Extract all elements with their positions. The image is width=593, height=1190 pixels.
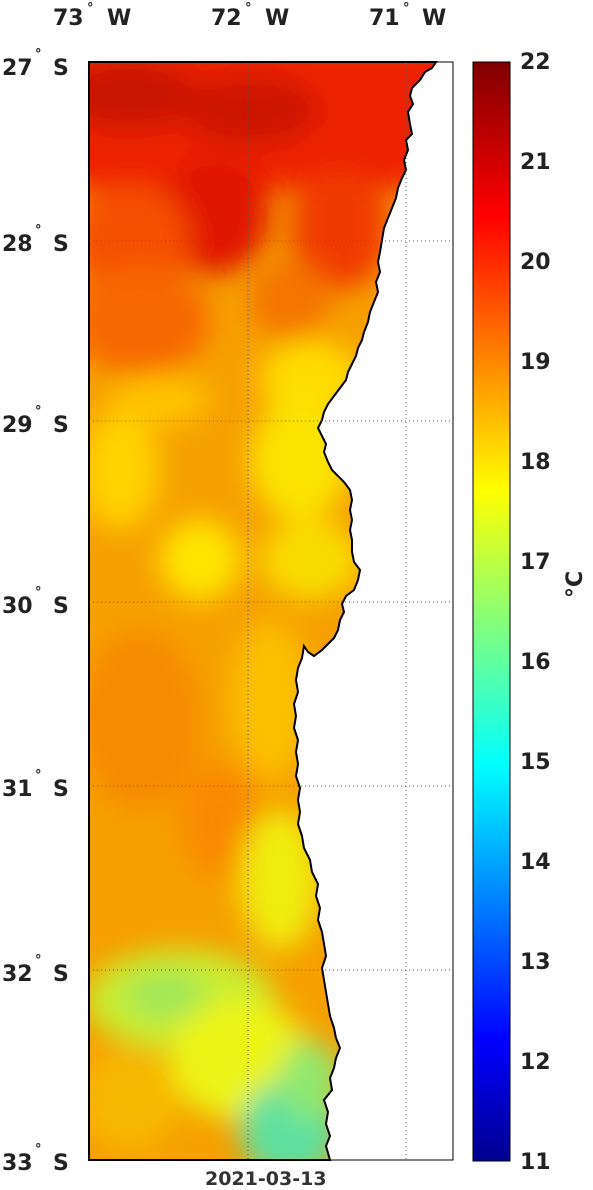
colorbar-tick-19: 19 <box>520 350 551 375</box>
plot-frame <box>88 61 454 1161</box>
lon-label-73w: 73 <box>53 6 84 31</box>
colorbar-tick-14: 14 <box>520 850 551 875</box>
lat-label-31s: 31 <box>2 777 33 802</box>
lat-degree-29s: ° <box>35 404 42 419</box>
lat-degree-33s: ° <box>35 1142 42 1157</box>
lat-dir-33s: S <box>53 1151 69 1176</box>
lat-degree-30s: ° <box>35 585 42 600</box>
colorbar <box>472 61 511 1162</box>
lon-dir-71w: W <box>422 6 447 31</box>
lat-label-28s: 28 <box>2 232 33 257</box>
lat-dir-31s: S <box>53 777 69 802</box>
colorbar-tick-20: 20 <box>520 250 551 275</box>
lat-label-27s: 27 <box>2 56 33 81</box>
colorbar-unit-label: °C <box>563 570 588 598</box>
colorbar-tick-11: 11 <box>520 1150 551 1175</box>
lon-degree-73w: ° <box>87 1 94 16</box>
colorbar-tick-13: 13 <box>520 950 551 975</box>
lat-dir-32s: S <box>53 962 69 987</box>
lon-dir-72w: W <box>265 6 290 31</box>
lat-degree-27s: ° <box>35 47 42 62</box>
lat-label-29s: 29 <box>2 413 33 438</box>
lat-label-30s: 30 <box>2 594 33 619</box>
colorbar-tick-22: 22 <box>520 50 551 75</box>
lat-label-33s: 33 <box>2 1151 33 1176</box>
lon-label-71w: 71 <box>369 6 400 31</box>
colorbar-tick-12: 12 <box>520 1050 551 1075</box>
colorbar-tick-18: 18 <box>520 450 551 475</box>
colorbar-tick-16: 16 <box>520 650 551 675</box>
lon-degree-71w: ° <box>403 1 410 16</box>
colorbar-tick-21: 21 <box>520 150 551 175</box>
lat-degree-32s: ° <box>35 953 42 968</box>
lat-label-32s: 32 <box>2 962 33 987</box>
lat-dir-28s: S <box>53 232 69 257</box>
lon-degree-72w: ° <box>245 1 252 16</box>
lat-dir-29s: S <box>53 413 69 438</box>
lat-degree-28s: ° <box>35 223 42 238</box>
date-label: 2021-03-13 <box>205 1168 327 1190</box>
colorbar-tick-17: 17 <box>520 550 551 575</box>
lat-dir-30s: S <box>53 594 69 619</box>
lon-dir-73w: W <box>107 6 132 31</box>
lat-degree-31s: ° <box>35 768 42 783</box>
colorbar-tick-15: 15 <box>520 750 551 775</box>
lat-dir-27s: S <box>53 56 69 81</box>
lon-label-72w: 72 <box>211 6 242 31</box>
graticule <box>89 62 453 1160</box>
